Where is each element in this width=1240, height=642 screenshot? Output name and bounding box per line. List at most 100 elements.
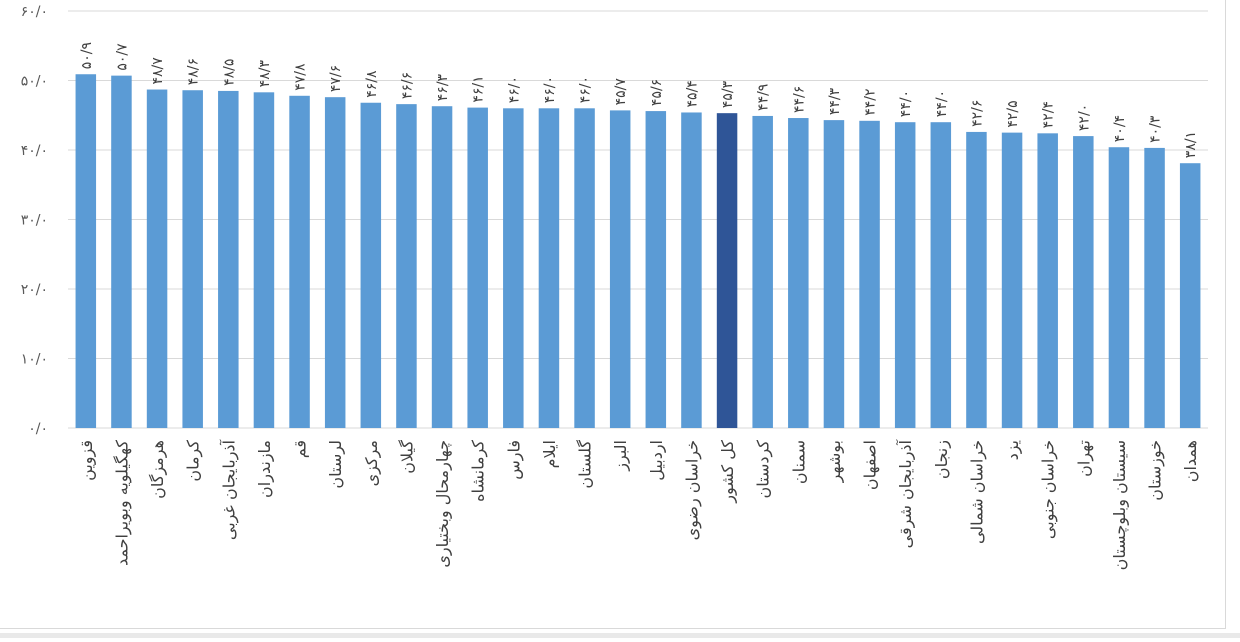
y-axis: ۰/۰ ۱۰/۰ ۲۰/۰ ۳۰/۰ ۴۰/۰ ۵۰/۰ ۶۰/۰ [21, 4, 48, 437]
bar [1144, 147, 1165, 429]
bar [894, 122, 916, 428]
category-label: یزد [1003, 440, 1023, 460]
category-label: آذربایجان غربی [219, 438, 239, 540]
category-label: خراسان رضوی [682, 440, 702, 540]
bar [1073, 136, 1094, 428]
bar [324, 97, 346, 429]
category-label: کرمان [184, 440, 204, 482]
bar [360, 102, 382, 429]
category-label: سیستان وبلوچستان [1110, 440, 1130, 570]
frame-border-bottom [0, 628, 1226, 629]
bar [788, 118, 809, 428]
bar [574, 108, 595, 429]
bar [823, 120, 845, 429]
bar [1108, 147, 1130, 428]
window-edge [0, 633, 1240, 638]
data-label: ۴۵/۴ [684, 80, 700, 107]
bar [681, 112, 702, 428]
data-label: ۴۶/۶ [399, 72, 415, 99]
data-label: ۴۰/۳ [1148, 115, 1164, 143]
bar [182, 90, 203, 428]
category-label: آذربایجان شرقی [896, 438, 916, 548]
category-label: زنجان [932, 440, 952, 479]
bar [431, 106, 453, 428]
bar [467, 107, 488, 428]
y-tick-label: ۰/۰ [28, 421, 48, 437]
category-label: خراسان جنوبی [1039, 440, 1059, 539]
data-label: ۳۸/۱ [1183, 131, 1199, 158]
frame-border-right [1225, 0, 1226, 628]
category-label: سمنان [789, 440, 808, 484]
data-label: ۴۶/۰ [542, 76, 558, 103]
data-label: ۴۰/۴ [1112, 115, 1128, 142]
bar [609, 110, 631, 428]
data-labels: ۵۰/۹ ۵۰/۷ ۴۸/۷ ۴۸/۶ ۴۸/۵ ۴۸/۳ ۴۷/۸ ۴۷/۶ ۴۶/۸ ۴۶/۶… [79, 42, 1199, 158]
bar [75, 74, 97, 429]
bar [146, 89, 168, 428]
bar [111, 75, 132, 428]
data-label: ۴۸/۷ [150, 57, 166, 85]
data-label: ۴۸/۳ [257, 60, 273, 88]
category-label: مرکزی [362, 440, 382, 486]
bar [645, 111, 667, 428]
bar [396, 104, 417, 428]
y-tick-label: ۴۰/۰ [21, 143, 48, 159]
category-label: گلستان [576, 440, 595, 489]
bar [1037, 133, 1058, 428]
data-label: ۴۴/۲ [863, 89, 879, 116]
data-label: ۴۵/۶ [649, 79, 665, 106]
category-label: ایلام [540, 440, 559, 468]
category-label: لرستان [326, 440, 346, 489]
bars [75, 74, 1201, 429]
data-label: ۴۲/۰ [1076, 104, 1092, 131]
data-label: ۴۴/۰ [934, 90, 950, 117]
bar [538, 108, 560, 429]
data-label: ۴۲/۴ [1041, 101, 1057, 128]
category-label: اردبیل [647, 440, 667, 481]
category-label: همدان [1181, 440, 1200, 482]
y-tick-label: ۱۰/۰ [21, 352, 48, 368]
category-label: چهارمحال وبختیاری [433, 440, 453, 568]
bar [1001, 132, 1023, 428]
data-label: ۴۴/۶ [791, 86, 807, 113]
category-label: مازندران [255, 440, 275, 498]
data-label: ۴۸/۶ [186, 58, 202, 85]
data-label: ۴۲/۵ [1005, 100, 1021, 127]
category-label: گیلان [397, 440, 416, 474]
data-label: ۴۶/۸ [364, 70, 380, 98]
bar [253, 92, 275, 428]
gridlines [68, 10, 1208, 429]
bar [1179, 163, 1201, 428]
bar-highlight [716, 113, 738, 428]
data-label: ۴۵/۷ [613, 78, 629, 106]
category-label: بوشهر [825, 440, 845, 483]
data-label: ۴۸/۵ [221, 59, 237, 86]
bar [289, 95, 310, 428]
category-label: فارس [504, 440, 524, 480]
data-label: ۴۲/۶ [969, 100, 985, 127]
bar [966, 131, 987, 428]
bar [218, 90, 239, 429]
bar [752, 115, 773, 428]
category-label: اصفهان [861, 440, 881, 490]
category-label: البرز [611, 440, 631, 472]
data-label: ۴۶/۳ [435, 73, 451, 101]
bar [503, 108, 524, 429]
category-label: قم [291, 440, 310, 458]
data-label: ۴۴/۰ [898, 90, 914, 117]
category-label: هرمزگان [148, 440, 168, 499]
data-label: ۴۴/۳ [827, 87, 843, 115]
data-label: ۴۵/۳ [720, 80, 736, 108]
data-label: ۴۶/۱ [471, 75, 487, 102]
data-label: ۴۴/۹ [756, 84, 772, 111]
data-label: ۴۷/۶ [328, 65, 344, 92]
category-label: کرمانشاه [469, 440, 489, 502]
y-tick-label: ۵۰/۰ [21, 74, 48, 90]
y-tick-label: ۲۰/۰ [21, 282, 48, 298]
category-label: کل کشور [718, 440, 738, 504]
category-label: قزوین [77, 440, 97, 481]
data-label: ۵۰/۹ [79, 42, 95, 69]
category-label: تهران [1074, 440, 1094, 477]
